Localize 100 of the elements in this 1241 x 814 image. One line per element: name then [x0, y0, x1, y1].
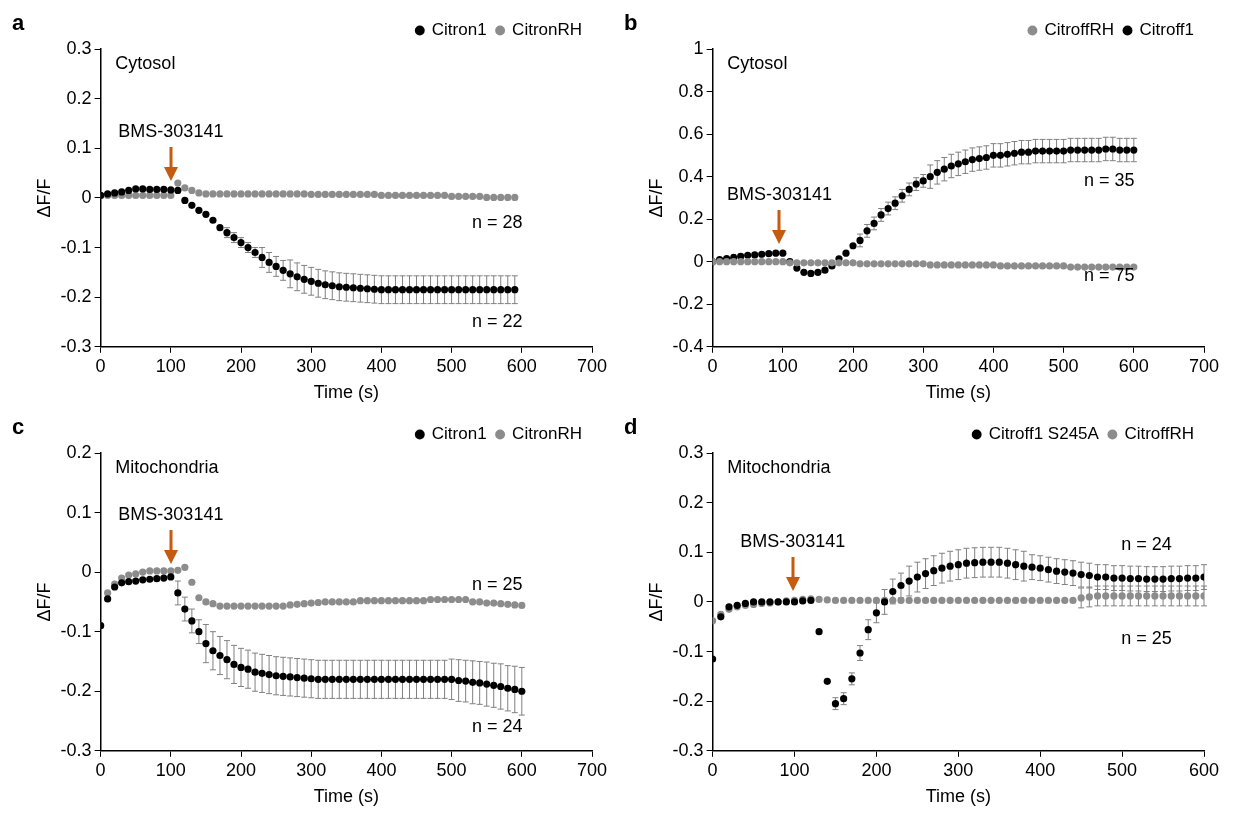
x-tick-label: 300 — [943, 759, 974, 780]
point — [426, 191, 435, 200]
point — [230, 190, 238, 198]
point — [462, 286, 470, 294]
point — [139, 191, 147, 200]
x-tick-label: 200 — [837, 355, 869, 376]
point — [279, 190, 287, 198]
annotation: n = 22 — [471, 311, 523, 332]
point — [286, 190, 294, 198]
point — [174, 179, 182, 187]
point — [511, 193, 519, 201]
point — [469, 192, 477, 201]
legend-label: Citroff1 S245A — [988, 424, 1100, 444]
annotation: BMS-303141 — [118, 504, 224, 525]
point — [314, 190, 322, 199]
annotation: Mitochondria — [115, 456, 220, 477]
point — [335, 283, 343, 291]
point — [462, 192, 470, 201]
point — [265, 258, 273, 267]
y-tick-label: 0.1 — [678, 541, 704, 562]
y-tick-label: 0 — [81, 186, 92, 207]
x-tick-label: 100 — [767, 355, 798, 376]
x-axis-title: Time (s) — [925, 382, 991, 403]
point — [328, 282, 336, 290]
y-tick-label: -0.1 — [60, 620, 92, 641]
point — [377, 286, 386, 294]
x-axis-title: Time (s) — [925, 786, 991, 807]
point — [146, 191, 154, 200]
point — [216, 224, 224, 232]
point — [419, 286, 428, 294]
legend-label: CitroffRH — [1044, 20, 1115, 40]
x-tick-label: 0 — [95, 355, 106, 376]
y-tick-label: 0.2 — [66, 87, 92, 108]
point — [272, 262, 280, 270]
point — [153, 191, 161, 200]
point — [356, 284, 364, 292]
point — [440, 286, 449, 294]
x-tick-label: 600 — [506, 759, 537, 780]
point — [216, 190, 224, 198]
point — [188, 186, 196, 195]
x-tick-label: 600 — [1188, 759, 1220, 780]
y-tick-label: 1 — [693, 37, 704, 58]
point — [448, 192, 456, 201]
y-tick-label: -0.3 — [60, 739, 92, 760]
y-tick-label: 0 — [81, 561, 92, 582]
point — [455, 286, 463, 294]
y-tick-label: -0.2 — [60, 286, 92, 307]
point — [314, 279, 322, 287]
point — [497, 286, 505, 294]
point — [272, 190, 280, 198]
point — [209, 216, 217, 224]
chart-title: c — [12, 414, 25, 440]
y-axis-title: ΔF/F — [33, 582, 54, 622]
point — [125, 186, 133, 195]
point — [321, 281, 329, 289]
point — [279, 266, 287, 274]
x-tick-label: 700 — [1188, 355, 1220, 376]
y-tick-label: 0.3 — [678, 441, 704, 462]
point — [391, 191, 400, 200]
x-tick-label: 400 — [366, 759, 397, 780]
y-axis-title: ΔF/F — [33, 178, 54, 218]
point — [202, 210, 210, 218]
annotation: BMS-303141 — [726, 183, 832, 204]
y-tick-label: 0.8 — [678, 80, 704, 101]
point — [195, 189, 203, 197]
y-tick-label: -0.3 — [60, 335, 92, 356]
y-tick-label: 0 — [693, 590, 704, 611]
point — [300, 190, 308, 198]
point — [286, 270, 294, 278]
x-tick-label: 400 — [366, 355, 397, 376]
y-tick-label: 0.6 — [678, 123, 704, 144]
point — [363, 285, 371, 293]
point — [251, 190, 259, 198]
point — [146, 185, 154, 194]
y-tick-label: 0.2 — [678, 491, 704, 512]
point — [174, 186, 182, 195]
point — [342, 190, 350, 199]
x-tick-label: 0 — [95, 759, 106, 780]
x-tick-label: 200 — [225, 759, 257, 780]
point — [356, 190, 364, 199]
point — [377, 191, 386, 200]
x-tick-label: 300 — [296, 759, 327, 780]
point — [384, 286, 393, 294]
point — [419, 191, 428, 200]
y-tick-label: 0 — [693, 250, 704, 271]
x-tick-label: 400 — [978, 355, 1009, 376]
annotation: n = 75 — [1083, 265, 1135, 286]
y-tick-label: 0.1 — [66, 501, 92, 522]
point — [293, 190, 301, 198]
x-tick-label: 300 — [908, 355, 939, 376]
chart-title: d — [624, 414, 638, 440]
x-tick-label: 400 — [1025, 759, 1056, 780]
point — [335, 190, 343, 199]
point — [307, 190, 315, 199]
legend-label: Citron1 — [431, 424, 487, 444]
y-axis-title: ΔF/F — [645, 582, 666, 622]
point — [448, 286, 456, 294]
point — [244, 190, 252, 198]
chart-title: a — [12, 10, 25, 36]
point — [307, 277, 315, 285]
